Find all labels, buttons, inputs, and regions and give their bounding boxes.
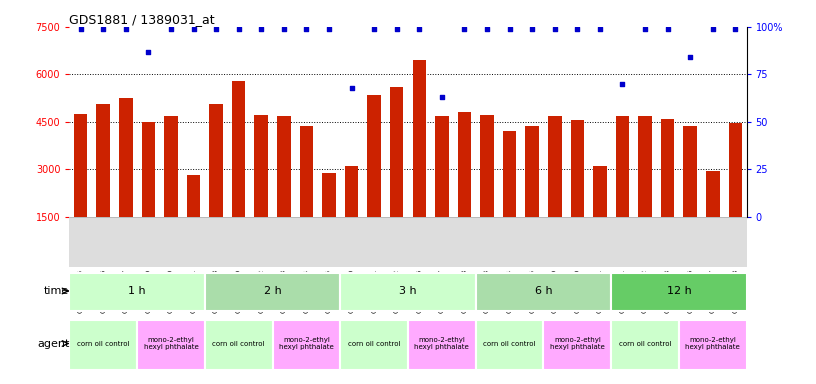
- Bar: [69, 319, 137, 370]
- Point: [142, 48, 155, 55]
- Point: [638, 26, 651, 32]
- Text: mono-2-ethyl
hexyl phthalate: mono-2-ethyl hexyl phthalate: [550, 337, 605, 350]
- Point: [616, 81, 629, 87]
- Point: [300, 26, 313, 32]
- Point: [436, 94, 449, 100]
- Bar: [503, 131, 517, 265]
- Text: 6 h: 6 h: [534, 286, 552, 296]
- Text: 2 h: 2 h: [264, 286, 282, 296]
- Point: [277, 26, 290, 32]
- Bar: [69, 273, 205, 311]
- Text: mono-2-ethyl
hexyl phthalate: mono-2-ethyl hexyl phthalate: [144, 337, 198, 350]
- Point: [164, 26, 178, 32]
- Bar: [458, 112, 471, 265]
- Bar: [476, 319, 543, 370]
- Bar: [476, 273, 611, 311]
- Bar: [661, 119, 674, 265]
- Text: mono-2-ethyl
hexyl phthalate: mono-2-ethyl hexyl phthalate: [415, 337, 469, 350]
- Bar: [340, 319, 408, 370]
- Point: [458, 26, 471, 32]
- Point: [571, 26, 584, 32]
- Text: GDS1881 / 1389031_at: GDS1881 / 1389031_at: [69, 13, 215, 26]
- Bar: [164, 116, 178, 265]
- Bar: [611, 319, 679, 370]
- Bar: [232, 81, 246, 265]
- Text: corn oil control: corn oil control: [212, 341, 265, 346]
- Point: [661, 26, 674, 32]
- Bar: [74, 114, 87, 265]
- Text: 12 h: 12 h: [667, 286, 691, 296]
- Point: [729, 26, 742, 32]
- Bar: [137, 319, 205, 370]
- Point: [255, 26, 268, 32]
- Point: [684, 54, 697, 60]
- Point: [481, 26, 494, 32]
- Bar: [611, 273, 747, 311]
- Bar: [322, 173, 335, 265]
- Bar: [706, 171, 720, 265]
- Bar: [570, 120, 584, 265]
- Bar: [299, 126, 313, 265]
- Bar: [548, 116, 561, 265]
- Bar: [205, 319, 273, 370]
- Bar: [142, 122, 155, 265]
- Bar: [413, 60, 426, 265]
- Point: [96, 26, 109, 32]
- Bar: [340, 273, 476, 311]
- Bar: [390, 87, 403, 265]
- Bar: [277, 116, 290, 265]
- Point: [119, 26, 132, 32]
- Text: corn oil control: corn oil control: [619, 341, 672, 346]
- Bar: [616, 116, 629, 265]
- Bar: [684, 126, 697, 265]
- Bar: [481, 115, 494, 265]
- Bar: [638, 116, 652, 265]
- Bar: [729, 122, 742, 265]
- Text: 3 h: 3 h: [399, 286, 417, 296]
- Bar: [255, 115, 268, 265]
- Point: [367, 26, 380, 32]
- Point: [232, 26, 245, 32]
- Text: mono-2-ethyl
hexyl phthalate: mono-2-ethyl hexyl phthalate: [685, 337, 740, 350]
- Point: [593, 26, 606, 32]
- Bar: [205, 273, 340, 311]
- Bar: [96, 104, 110, 265]
- Bar: [435, 116, 449, 265]
- Point: [548, 26, 561, 32]
- Point: [526, 26, 539, 32]
- Text: corn oil control: corn oil control: [77, 341, 130, 346]
- Bar: [345, 166, 358, 265]
- Bar: [119, 98, 132, 265]
- Bar: [408, 319, 476, 370]
- Point: [187, 26, 200, 32]
- Bar: [273, 319, 340, 370]
- Bar: [679, 319, 747, 370]
- Point: [413, 26, 426, 32]
- Text: corn oil control: corn oil control: [348, 341, 401, 346]
- Point: [503, 26, 516, 32]
- Bar: [543, 319, 611, 370]
- Text: 1 h: 1 h: [128, 286, 146, 296]
- Point: [74, 26, 87, 32]
- Bar: [367, 95, 381, 265]
- Point: [210, 26, 223, 32]
- Bar: [526, 126, 539, 265]
- Bar: [187, 175, 200, 265]
- Point: [390, 26, 403, 32]
- Text: agent: agent: [37, 339, 69, 349]
- Bar: [593, 166, 606, 265]
- Point: [345, 84, 358, 91]
- Text: corn oil control: corn oil control: [483, 341, 536, 346]
- Bar: [210, 104, 223, 265]
- Text: mono-2-ethyl
hexyl phthalate: mono-2-ethyl hexyl phthalate: [279, 337, 334, 350]
- Point: [322, 26, 335, 32]
- Text: time: time: [44, 286, 69, 296]
- Point: [707, 26, 720, 32]
